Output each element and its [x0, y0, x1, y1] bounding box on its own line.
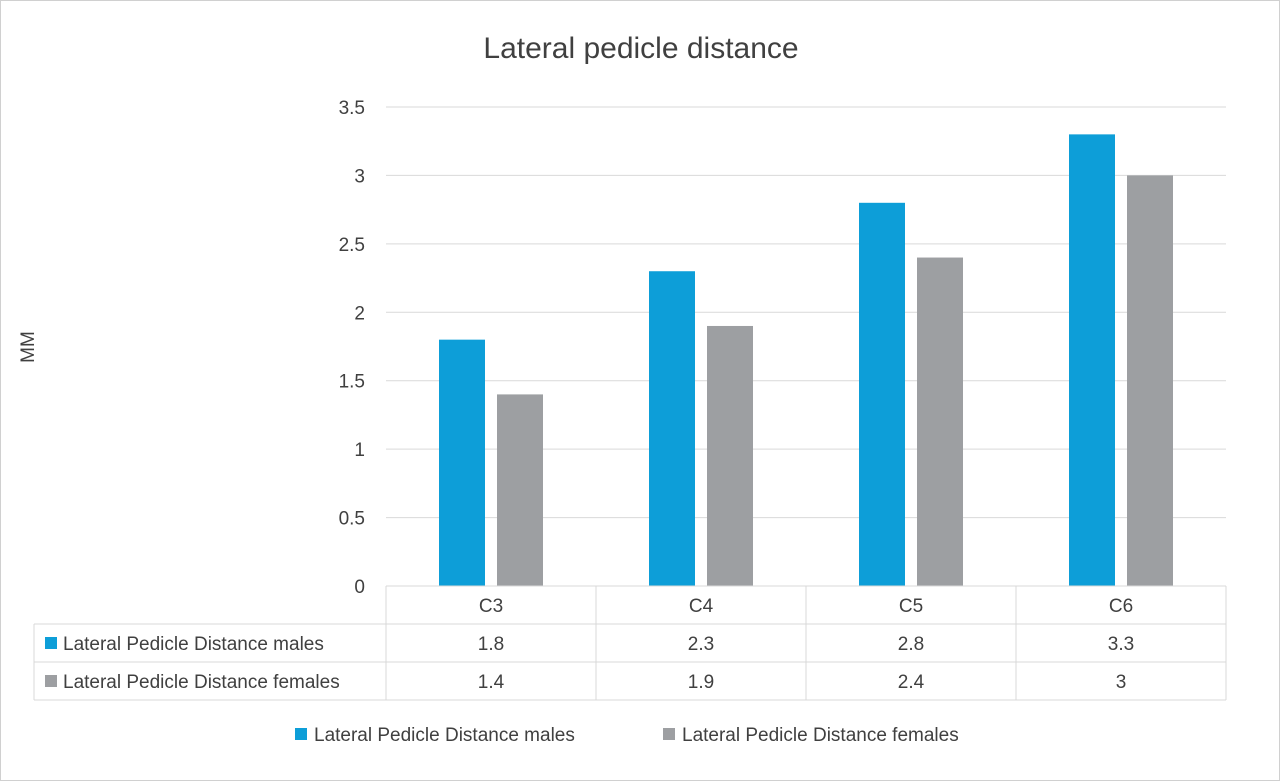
y-axis-ticks: 0 0.5 1 1.5 2 2.5 3 3.5 — [339, 98, 365, 598]
x-tick-label: C5 — [899, 596, 923, 617]
x-tick-label: C3 — [479, 596, 503, 617]
table-cell-value: 1.9 — [688, 672, 714, 693]
chart-title: Lateral pedicle distance — [483, 32, 798, 65]
y-tick-label: 0 — [354, 577, 365, 598]
y-tick-label: 2.5 — [339, 235, 365, 256]
y-tick-label: 1.5 — [339, 372, 365, 393]
y-axis-label: MM — [18, 331, 39, 363]
table-cell-value: 2.4 — [898, 672, 925, 693]
y-tick-label: 3.5 — [339, 98, 365, 119]
table-cell-value: 1.4 — [478, 672, 505, 693]
table-cell-value: 2.8 — [898, 634, 924, 655]
bar — [707, 325, 753, 586]
bar — [1127, 175, 1173, 586]
bar — [1069, 134, 1115, 586]
bar — [649, 271, 695, 586]
bar — [917, 257, 963, 586]
y-tick-label: 0.5 — [339, 509, 365, 530]
table-cell-value: 3 — [1116, 672, 1127, 693]
bars — [439, 134, 1173, 587]
table-cell-value: 2.3 — [688, 634, 714, 655]
table-cell-value: 1.8 — [478, 634, 504, 655]
bar — [439, 339, 485, 586]
legend-label: Lateral Pedicle Distance females — [682, 725, 959, 746]
table-series-label: Lateral Pedicle Distance males — [63, 634, 324, 655]
legend-label: Lateral Pedicle Distance males — [314, 725, 575, 746]
legend: Lateral Pedicle Distance males Lateral Pe… — [295, 725, 959, 746]
y-tick-label: 2 — [354, 303, 365, 324]
legend-key — [663, 728, 675, 740]
data-table: C3 C4 C5 C6 Lateral Pedicle Distance males 1.… — [33, 585, 1227, 701]
legend-key — [295, 728, 307, 740]
bar — [497, 394, 543, 586]
table-legend-key — [45, 637, 57, 649]
bar — [859, 202, 905, 587]
x-tick-label: C6 — [1109, 596, 1133, 617]
table-series-label: Lateral Pedicle Distance females — [63, 672, 340, 693]
table-cell-value: 3.3 — [1108, 634, 1134, 655]
table-legend-key — [45, 675, 57, 687]
y-tick-label: 3 — [354, 166, 365, 187]
y-tick-label: 1 — [354, 440, 365, 461]
x-tick-label: C4 — [689, 596, 714, 617]
